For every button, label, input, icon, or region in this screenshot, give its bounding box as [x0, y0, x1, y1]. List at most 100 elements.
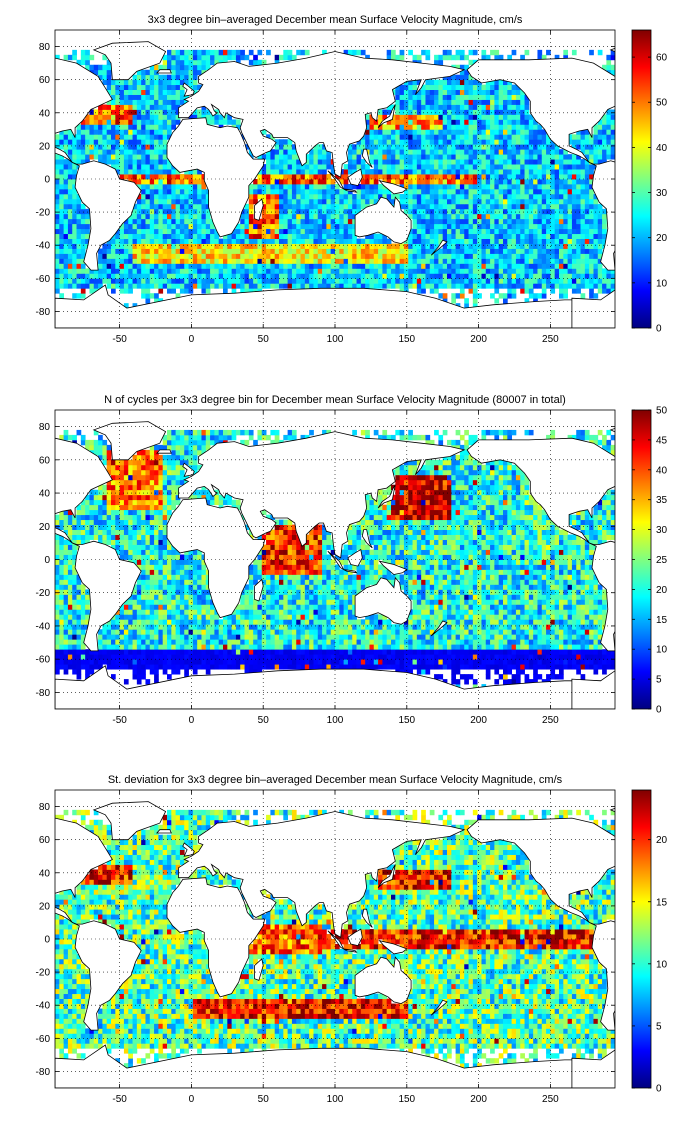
heatmap-cell: [477, 293, 482, 299]
heatmap-cell: [85, 154, 90, 160]
heatmap-cell: [434, 89, 439, 95]
heatmap-cell: [589, 164, 594, 170]
heatmap-cell: [584, 218, 590, 225]
heatmap-cell: [438, 654, 444, 660]
heatmap-cell: [123, 84, 129, 90]
heatmap-cell: [93, 273, 99, 279]
heatmap-cell: [507, 659, 513, 665]
heatmap-cell: [270, 248, 276, 254]
heatmap-cell: [352, 183, 357, 190]
heatmap-cell: [192, 218, 198, 225]
heatmap-cell: [528, 183, 534, 190]
heatmap-cell: [550, 159, 556, 165]
heatmap-cell: [270, 273, 276, 279]
heatmap-cell: [589, 288, 594, 294]
heatmap-cell: [119, 134, 125, 140]
heatmap-cell: [520, 263, 525, 269]
heatmap-cell: [373, 164, 379, 170]
heatmap-cell: [274, 144, 280, 150]
heatmap-cell: [201, 179, 207, 185]
heatmap-cell: [369, 159, 375, 165]
heatmap-cell: [524, 288, 530, 294]
heatmap-cell: [235, 283, 241, 289]
heatmap-cell: [541, 273, 547, 279]
heatmap-cell: [132, 149, 138, 155]
heatmap-cell: [72, 649, 77, 655]
heatmap-cell: [67, 649, 73, 655]
heatmap-cell: [455, 258, 461, 264]
heatmap-cell: [339, 188, 345, 195]
heatmap-cell: [576, 669, 581, 675]
heatmap-cell: [511, 109, 517, 115]
heatmap-cell: [382, 268, 388, 274]
heatmap-cell: [485, 104, 491, 110]
heatmap-cell: [106, 74, 112, 81]
heatmap-cell: [162, 89, 168, 95]
heatmap-cell: [197, 213, 202, 220]
heatmap-cell: [313, 174, 319, 180]
heatmap-cell: [227, 119, 233, 125]
heatmap-cells: [55, 429, 615, 690]
heatmap-cell: [528, 119, 534, 125]
heatmap-cell: [80, 223, 86, 230]
heatmap-cell: [111, 659, 116, 665]
heatmap-cell: [360, 273, 366, 279]
heatmap-cell: [412, 84, 418, 90]
heatmap-cell: [175, 283, 181, 289]
heatmap-cell: [455, 104, 461, 110]
heatmap-cell: [550, 674, 556, 680]
heatmap-cell: [80, 49, 86, 56]
heatmap-cell: [63, 273, 69, 279]
heatmap-cell: [132, 124, 138, 130]
heatmap-cell: [503, 213, 508, 220]
heatmap-cell: [567, 169, 573, 175]
heatmap-cell: [192, 69, 198, 76]
heatmap-cell: [304, 183, 310, 190]
heatmap-cell: [123, 258, 129, 264]
heatmap-cell: [584, 149, 590, 155]
heatmap-cell: [149, 213, 155, 220]
heatmap-cell: [399, 179, 405, 185]
heatmap-cell: [266, 183, 271, 190]
heatmap-cell: [106, 664, 112, 670]
heatmap-cell: [524, 654, 530, 660]
heatmap-cell: [128, 104, 133, 110]
heatmap-cell: [546, 248, 551, 254]
heatmap-cell: [597, 203, 603, 210]
heatmap-cell: [352, 213, 357, 220]
heatmap-cell: [136, 183, 142, 190]
heatmap-cell: [352, 208, 357, 215]
heatmap-cell: [76, 258, 82, 264]
heatmap-cell: [343, 183, 349, 190]
heatmap-cell: [498, 169, 504, 175]
heatmap-cell: [421, 198, 426, 205]
heatmap-cell: [546, 238, 551, 244]
heatmap-cell: [434, 139, 439, 145]
heatmap-cell: [188, 273, 194, 279]
heatmap-cell: [179, 208, 185, 215]
heatmap-cell: [528, 124, 534, 130]
heatmap-cell: [335, 263, 340, 269]
heatmap-cell: [128, 278, 133, 284]
heatmap-cell: [188, 268, 194, 274]
heatmap-cell: [98, 273, 103, 279]
heatmap-cell: [287, 164, 293, 170]
heatmap-cell: [429, 258, 435, 264]
heatmap-cell: [481, 149, 487, 155]
heatmap-cell: [498, 198, 504, 205]
heatmap-cell: [309, 273, 314, 279]
heatmap-cell: [72, 659, 77, 665]
heatmap-cell: [149, 159, 155, 165]
heatmap-cell: [490, 79, 495, 86]
heatmap-cell: [498, 114, 504, 120]
heatmap-cell: [244, 659, 250, 665]
heatmap-cell: [253, 268, 258, 274]
heatmap-cell: [378, 659, 383, 665]
heatmap-cell: [266, 193, 271, 200]
heatmap-cell: [403, 193, 409, 200]
heatmap-cell: [464, 253, 469, 259]
heatmap-cell: [447, 144, 452, 150]
heatmap-cell: [382, 193, 388, 200]
heatmap-cell: [304, 198, 310, 205]
heatmap-cell: [481, 263, 487, 269]
